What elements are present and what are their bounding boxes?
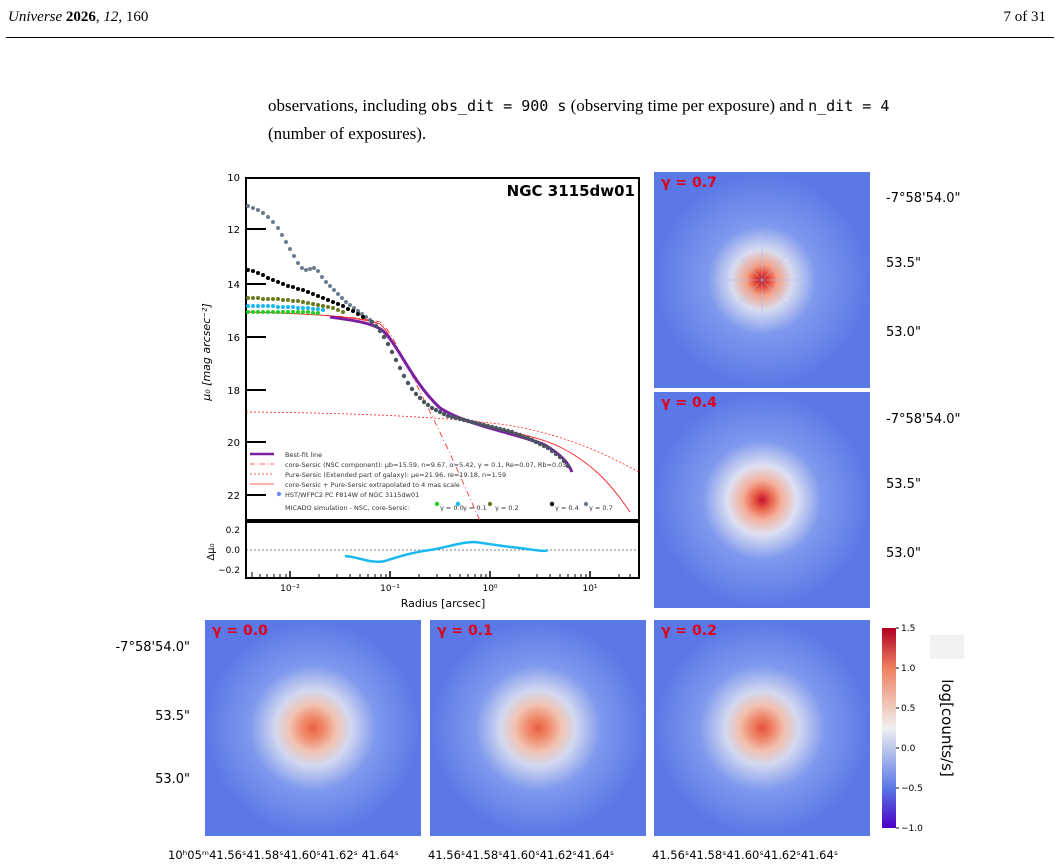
colorbar-tick: 0.0 [901, 744, 916, 754]
dec-label-mid-3: 53.0" [886, 546, 921, 561]
gamma-label: γ = 0.2 [661, 623, 717, 639]
colorbar-gradient [882, 628, 896, 828]
map-gamma-0.4: γ = 0.4 [654, 392, 870, 608]
y-axis-main: 10 12 14 16 18 20 22 [227, 173, 266, 502]
colorbar-tick: 1.5 [901, 624, 915, 634]
legend-swatch-gamma-0.1 [455, 501, 461, 507]
dec-label-top-1: -7°58'54.0" [886, 191, 961, 206]
legend-swatch-gamma-0 [434, 501, 440, 507]
gamma-0.1-points [246, 304, 325, 312]
colorbar-label-box [930, 635, 964, 659]
x-tick-label: 10⁻² [280, 584, 300, 594]
map-gamma-0.1: γ = 0.1 [430, 620, 646, 836]
header-rule [6, 37, 1054, 38]
gamma-0.4-points [246, 268, 365, 319]
resid-tick-label: 0.2 [226, 526, 240, 536]
y-tick-label: 22 [227, 491, 240, 502]
map-gamma-0.7: γ = 0.7 [654, 172, 870, 388]
dec-label-top-2: 53.5" [886, 256, 921, 271]
residual-curve [344, 540, 549, 563]
ra-labels-map-2: 41.56ˢ41.58ˢ41.60ˢ41.62ˢ41.64ˢ [428, 848, 615, 862]
legend-gamma-0.4: γ = 0.4 [555, 504, 579, 512]
x-tick-label: 10⁻¹ [380, 584, 400, 594]
legend-label-best-fit: Best-fit line [285, 451, 322, 459]
colorbar-tick: −1.0 [901, 824, 923, 834]
gamma-label: γ = 0.7 [661, 175, 717, 191]
journal-volume: 12 [103, 9, 119, 25]
y-tick-label: 16 [227, 333, 240, 344]
y-tick-label: 14 [227, 280, 240, 291]
legend-gamma-0: γ = 0.0 [440, 504, 464, 512]
gamma-label: γ = 0.4 [661, 395, 717, 411]
map-gamma-0.0: γ = 0.0 [205, 620, 421, 836]
resid-tick-label: −0.2 [218, 566, 240, 576]
colorbar-tick: −0.5 [901, 784, 923, 794]
dec-label-mid-2: 53.5" [886, 477, 921, 492]
y-tick-label: 12 [227, 225, 240, 236]
dec-label-bottom-2: 53.5" [155, 709, 190, 724]
legend-gamma-0.7: γ = 0.7 [589, 504, 613, 512]
colorbar-tick: 0.5 [901, 704, 915, 714]
legend-swatch-gamma-0.7 [583, 501, 589, 507]
legend-gamma-0.1: γ = 0.1 [463, 504, 487, 512]
inline-code-n-dit: n_dit = 4 [808, 97, 890, 115]
body-line-1: observations, including obs_dit = 900 s … [268, 96, 890, 115]
gamma-label: γ = 0.0 [212, 623, 268, 639]
residual-axis-label: Δμ₀ [206, 543, 217, 560]
outer-profile-points [369, 319, 571, 469]
colorbar: 1.5 1.0 0.5 0.0 −0.5 −1.0 log[counts/s] [882, 624, 964, 834]
dec-label-bottom-3: 53.0" [155, 772, 190, 787]
main-panel-frame [245, 177, 640, 522]
legend: Best-fit line core-Sersic (NSC component… [250, 451, 613, 512]
journal-name: Universe [8, 9, 63, 25]
x-axis-label: Radius [arcsec] [401, 597, 486, 610]
gamma-0.7-points [246, 204, 372, 322]
legend-label-core-sersic: core-Sersic (NSC component): μb=15.59, n… [285, 461, 566, 469]
profile-title: NGC 3115dw01 [507, 182, 635, 200]
journal-year: 2026 [65, 9, 96, 25]
legend-label-hst: HST/WFPC2 PC F814W of NGC 3115dw01 [285, 491, 419, 499]
inline-code-obs-dit: obs_dit = 900 s [430, 97, 567, 115]
y-tick-label: 10 [227, 173, 240, 184]
legend-swatch-hst [276, 491, 282, 497]
gamma-label: γ = 0.1 [437, 623, 493, 639]
y-tick-label: 18 [227, 386, 240, 397]
x-tick-label: 10⁰ [482, 584, 497, 594]
surface-brightness-profile-plot: 10 12 14 16 18 20 22 μ₀ [mag arcsec⁻²] 0… [200, 173, 640, 610]
legend-swatch-gamma-0.4 [549, 501, 555, 507]
gamma-0.2-points [246, 296, 345, 314]
legend-label-combined: core-Sersic + Pure-Sersic extrapolated t… [285, 481, 460, 489]
map-gamma-0.2: γ = 0.2 [654, 620, 870, 836]
gamma-0.0-points [246, 310, 320, 315]
x-axis [251, 571, 631, 578]
legend-swatch-gamma-0.2 [487, 501, 493, 507]
y-tick-label: 20 [227, 438, 240, 449]
legend-gamma-0.2: γ = 0.2 [495, 504, 519, 512]
colorbar-label: log[counts/s] [938, 679, 956, 777]
y-axis-label: μ₀ [mag arcsec⁻²] [200, 303, 213, 402]
body-paragraph: observations, including obs_dit = 900 s … [268, 92, 1058, 147]
x-tick-labels: 10⁻² 10⁻¹ 10⁰ 10¹ [280, 584, 598, 594]
journal-reference: Universe 2026, 12, 160 [8, 9, 149, 25]
colorbar-tick: 1.0 [901, 664, 916, 674]
page-number: 7 of 31 [1003, 9, 1047, 25]
legend-label-pure-sersic: Pure-Sersic (Extended part of galaxy): μ… [285, 471, 506, 479]
legend-label-micado: MICADO simulation - NSC, core-Sersic: [285, 504, 410, 512]
resid-tick-label: 0.0 [226, 546, 241, 556]
body-line-2: (number of exposures). [268, 124, 427, 143]
ra-labels-map-1: 10ʰ05ᵐ41.56ˢ41.58ˢ41.60ˢ41.62ˢ 41.64ˢ [168, 848, 399, 862]
x-tick-label: 10¹ [582, 584, 597, 594]
ra-labels-map-3: 41.56ˢ41.58ˢ41.60ˢ41.62ˢ41.64ˢ [652, 848, 839, 862]
article-number: 160 [125, 9, 149, 25]
running-header: Universe 2026, 12, 160 7 of 31 [0, 0, 1060, 40]
dec-label-bottom-1: -7°58'54.0" [115, 640, 190, 655]
dec-label-mid-1: -7°58'54.0" [886, 412, 961, 427]
dec-label-top-3: 53.0" [886, 325, 921, 340]
y-axis-residual: 0.2 0.0 −0.2 [218, 526, 240, 576]
pure-sersic-curve [246, 411, 639, 473]
